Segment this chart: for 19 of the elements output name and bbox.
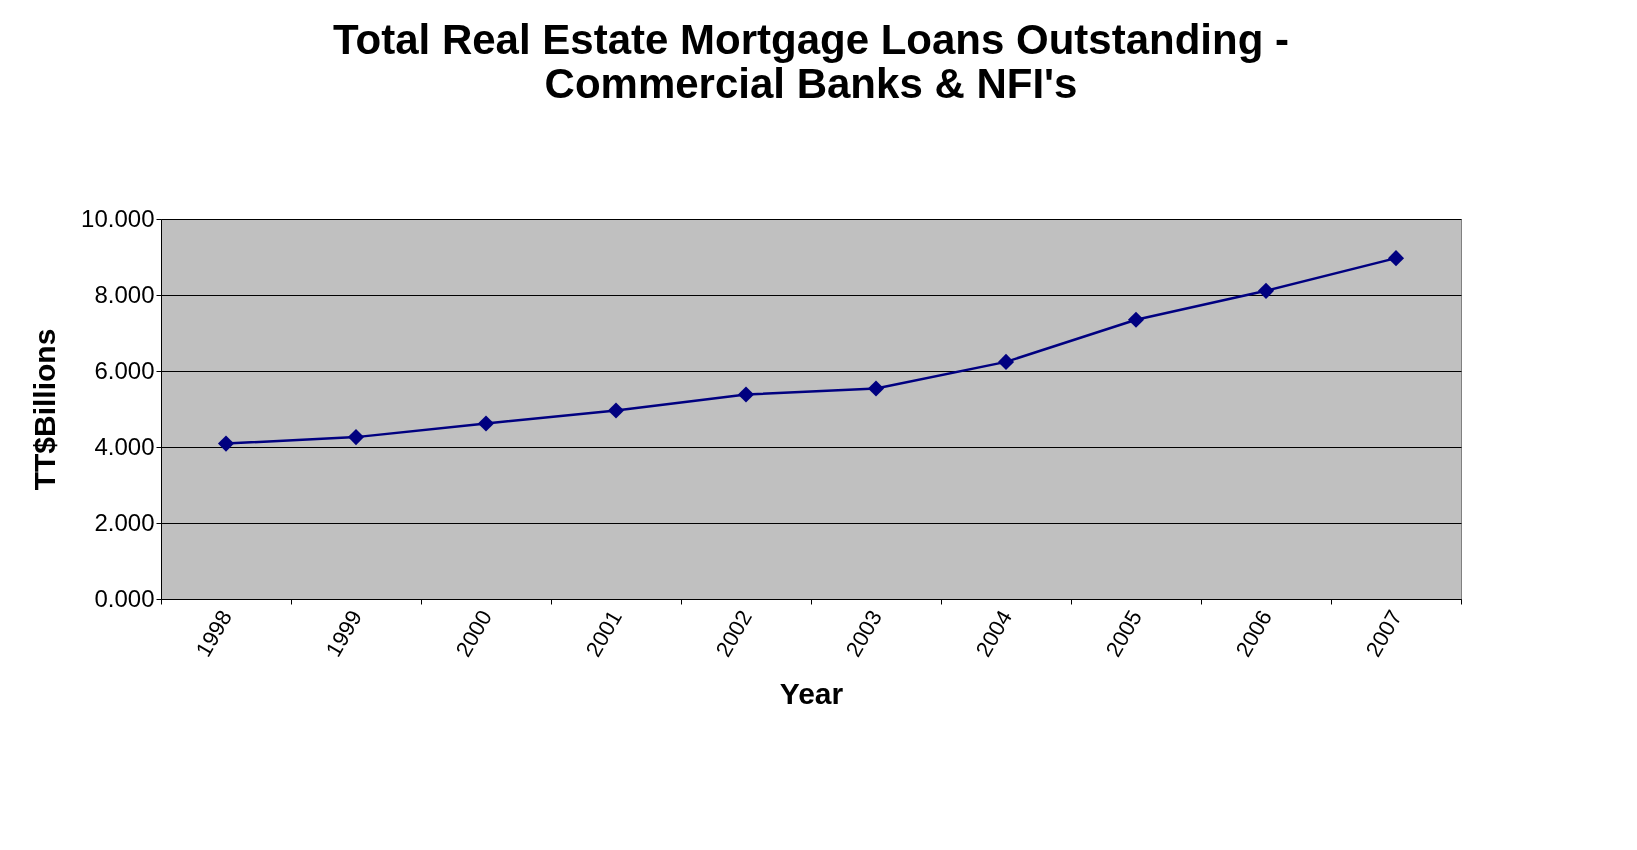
point: [607, 402, 625, 419]
y-tick-label: 2.000: [94, 508, 155, 536]
point: [217, 435, 235, 452]
y-tick-label: 10.000: [81, 204, 155, 232]
point: [997, 353, 1015, 370]
point: [1127, 311, 1145, 328]
y-tick-label: 8.000: [94, 280, 155, 308]
point: [347, 429, 365, 446]
point: [867, 380, 885, 397]
y-tick-label: 4.000: [94, 432, 155, 460]
y-axis-title: TT$Billions: [28, 328, 62, 491]
point: [477, 415, 495, 432]
y-tick-label: 6.000: [94, 356, 155, 384]
chart-title: Total Real Estate Mortgage Loans Outstanding - Commercial Banks & NFI's: [333, 16, 1289, 107]
point: [1387, 250, 1405, 267]
x-axis-title: Year: [779, 677, 844, 711]
point: [1257, 282, 1275, 299]
y-tick-label: 0.000: [94, 584, 155, 612]
point: [737, 386, 755, 403]
